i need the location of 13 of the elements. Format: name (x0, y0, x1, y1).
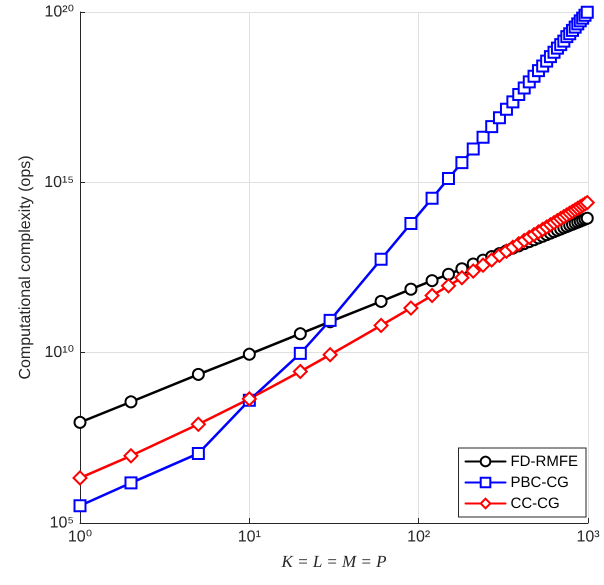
legend-label: FD-RMFE (510, 453, 578, 470)
x-tick-label: 10¹ (238, 528, 261, 546)
y-tick-label: 10²⁰ (44, 4, 74, 20)
y-tick-label: 10⁵ (50, 514, 74, 532)
legend-label: CC-CG (510, 495, 560, 512)
x-axis-title: K = L = M = P (280, 552, 386, 571)
y-tick-label: 10¹⁰ (44, 344, 74, 362)
y-axis-title: Computational complexity (ops) (16, 155, 34, 380)
x-tick-label: 10⁰ (68, 528, 92, 546)
legend-label: PBC-CG (510, 474, 569, 491)
x-tick-label: 10³ (576, 528, 600, 546)
y-tick-label: 10¹⁵ (44, 174, 74, 191)
x-tick-label: 10² (407, 528, 431, 546)
